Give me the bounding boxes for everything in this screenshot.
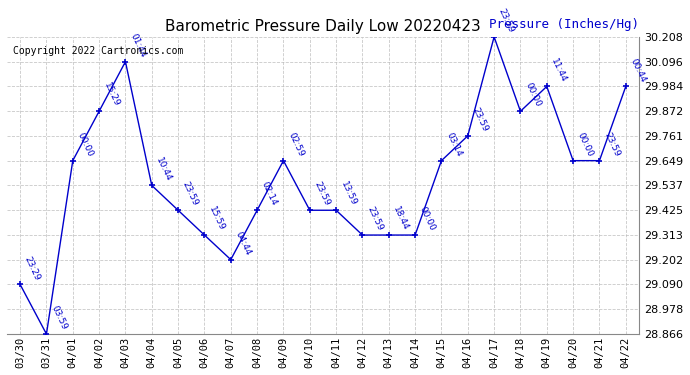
Text: 10:44: 10:44 bbox=[155, 156, 174, 183]
Text: 00:00: 00:00 bbox=[523, 81, 542, 108]
Text: 03:59: 03:59 bbox=[49, 304, 68, 331]
Text: Pressure (Inches/Hg): Pressure (Inches/Hg) bbox=[489, 18, 639, 31]
Text: 23:59: 23:59 bbox=[313, 180, 332, 207]
Text: 00:00: 00:00 bbox=[76, 130, 95, 158]
Text: 15:59: 15:59 bbox=[207, 205, 226, 232]
Text: 23:59: 23:59 bbox=[365, 205, 384, 232]
Title: Barometric Pressure Daily Low 20220423: Barometric Pressure Daily Low 20220423 bbox=[165, 19, 481, 34]
Text: 23:59: 23:59 bbox=[471, 106, 490, 133]
Text: 03:14: 03:14 bbox=[444, 131, 463, 158]
Text: 18:44: 18:44 bbox=[391, 205, 411, 232]
Text: 02:59: 02:59 bbox=[286, 131, 305, 158]
Text: 01:44: 01:44 bbox=[128, 32, 147, 59]
Text: 23:59: 23:59 bbox=[602, 131, 621, 158]
Text: 00:00: 00:00 bbox=[418, 205, 437, 232]
Text: 11:44: 11:44 bbox=[549, 57, 569, 84]
Text: 02:14: 02:14 bbox=[260, 180, 279, 207]
Text: 13:59: 13:59 bbox=[339, 180, 358, 207]
Text: 15:29: 15:29 bbox=[102, 81, 121, 108]
Text: 23:59: 23:59 bbox=[181, 180, 200, 207]
Text: 00:00: 00:00 bbox=[576, 130, 595, 158]
Text: 00:44: 00:44 bbox=[629, 57, 647, 84]
Text: 23:59: 23:59 bbox=[497, 7, 516, 34]
Text: 23:29: 23:29 bbox=[23, 255, 42, 282]
Text: Copyright 2022 Cartronics.com: Copyright 2022 Cartronics.com bbox=[13, 46, 184, 56]
Text: 04:44: 04:44 bbox=[233, 230, 253, 257]
